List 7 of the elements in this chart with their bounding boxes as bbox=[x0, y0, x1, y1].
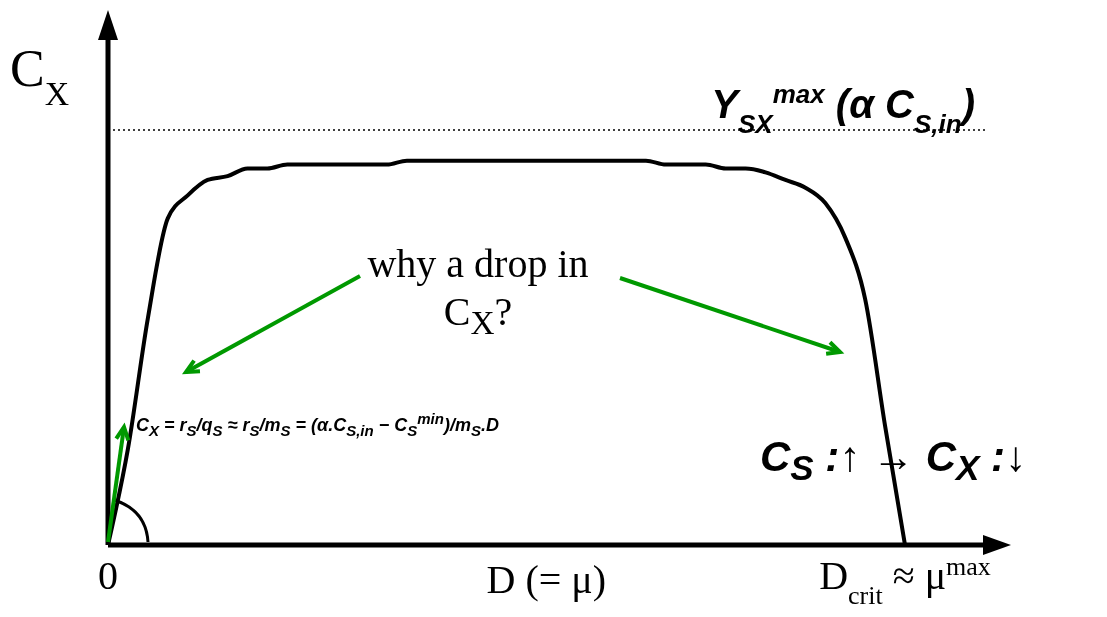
ref-line-label: Y$_{SX}$$^{max}$ (α C$_{S,in}$) bbox=[711, 79, 975, 140]
text: C$_{X}$ = r$_{S}$/q$_{S}$ ≈ r$_{S}$/m$_{S}$ = (α.C$_{S,in}$ − C$_{S}$$^{min}$)/m$_{S}$.D bbox=[136, 410, 499, 439]
x-tick-label: 0 bbox=[98, 553, 118, 598]
y-axis-title: C$_{X}$ bbox=[10, 40, 70, 112]
annotation: why a drop in C$_{X}$? bbox=[366, 240, 590, 343]
x-axis-title: D (= μ) bbox=[486, 557, 607, 602]
x-tick-label: D$_{crit}$ ≈ μ$^{max}$ bbox=[819, 551, 991, 610]
